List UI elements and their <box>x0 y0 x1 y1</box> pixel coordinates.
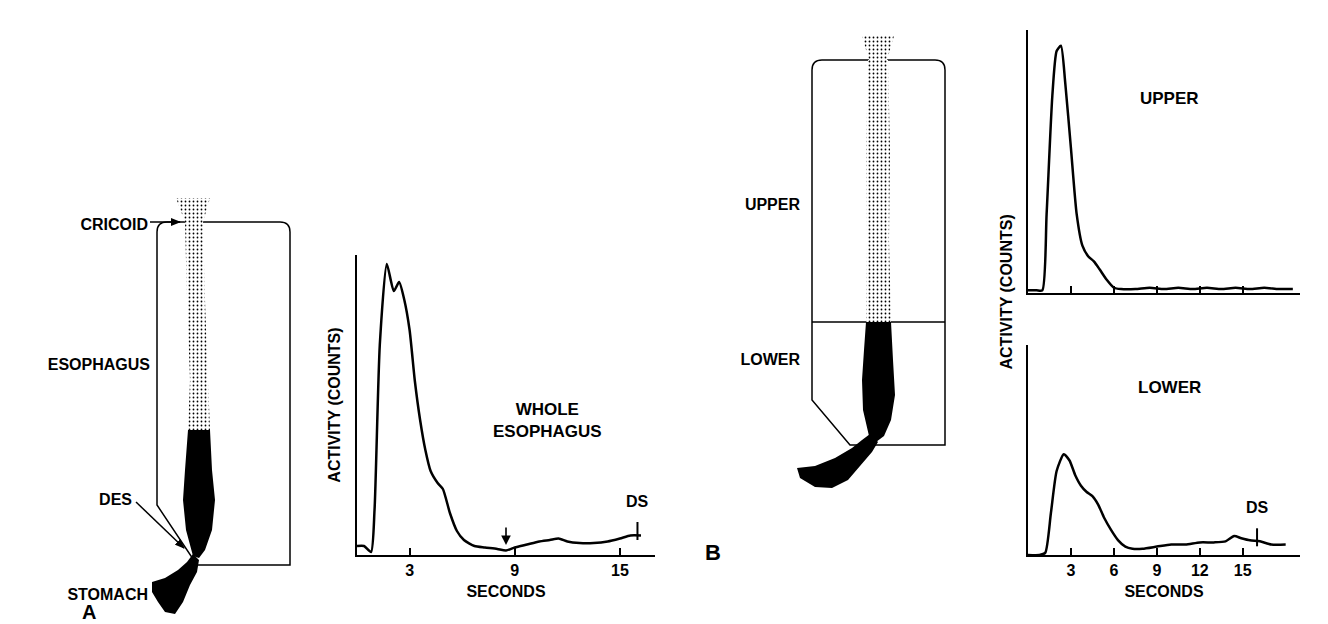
svg-text:15: 15 <box>1234 562 1252 579</box>
svg-text:3: 3 <box>1066 562 1075 579</box>
svg-text:6: 6 <box>1109 562 1118 579</box>
svg-text:ESOPHAGUS: ESOPHAGUS <box>48 356 151 373</box>
svg-text:LOWER: LOWER <box>1138 378 1201 397</box>
svg-text:DS: DS <box>626 493 649 510</box>
svg-text:3: 3 <box>405 562 414 579</box>
svg-text:WHOLEESOPHAGUS: WHOLEESOPHAGUS <box>493 400 602 441</box>
svg-text:ACTIVITY (COUNTS): ACTIVITY (COUNTS) <box>998 214 1015 369</box>
svg-text:LOWER: LOWER <box>740 351 800 368</box>
svg-text:CRICOID: CRICOID <box>80 216 148 233</box>
svg-text:UPPER: UPPER <box>745 196 801 213</box>
svg-text:SECONDS: SECONDS <box>466 583 545 600</box>
svg-text:DS: DS <box>1246 499 1269 516</box>
svg-text:A: A <box>82 601 96 623</box>
svg-text:9: 9 <box>1152 562 1161 579</box>
svg-text:B: B <box>705 540 721 565</box>
svg-text:SECONDS: SECONDS <box>1124 583 1203 600</box>
svg-text:UPPER: UPPER <box>1140 89 1199 108</box>
svg-text:15: 15 <box>611 562 629 579</box>
svg-text:ACTIVITY (COUNTS): ACTIVITY (COUNTS) <box>326 327 343 482</box>
svg-text:DES: DES <box>99 491 132 508</box>
svg-text:STOMACH: STOMACH <box>67 586 148 603</box>
svg-text:12: 12 <box>1191 562 1209 579</box>
svg-text:9: 9 <box>510 562 519 579</box>
